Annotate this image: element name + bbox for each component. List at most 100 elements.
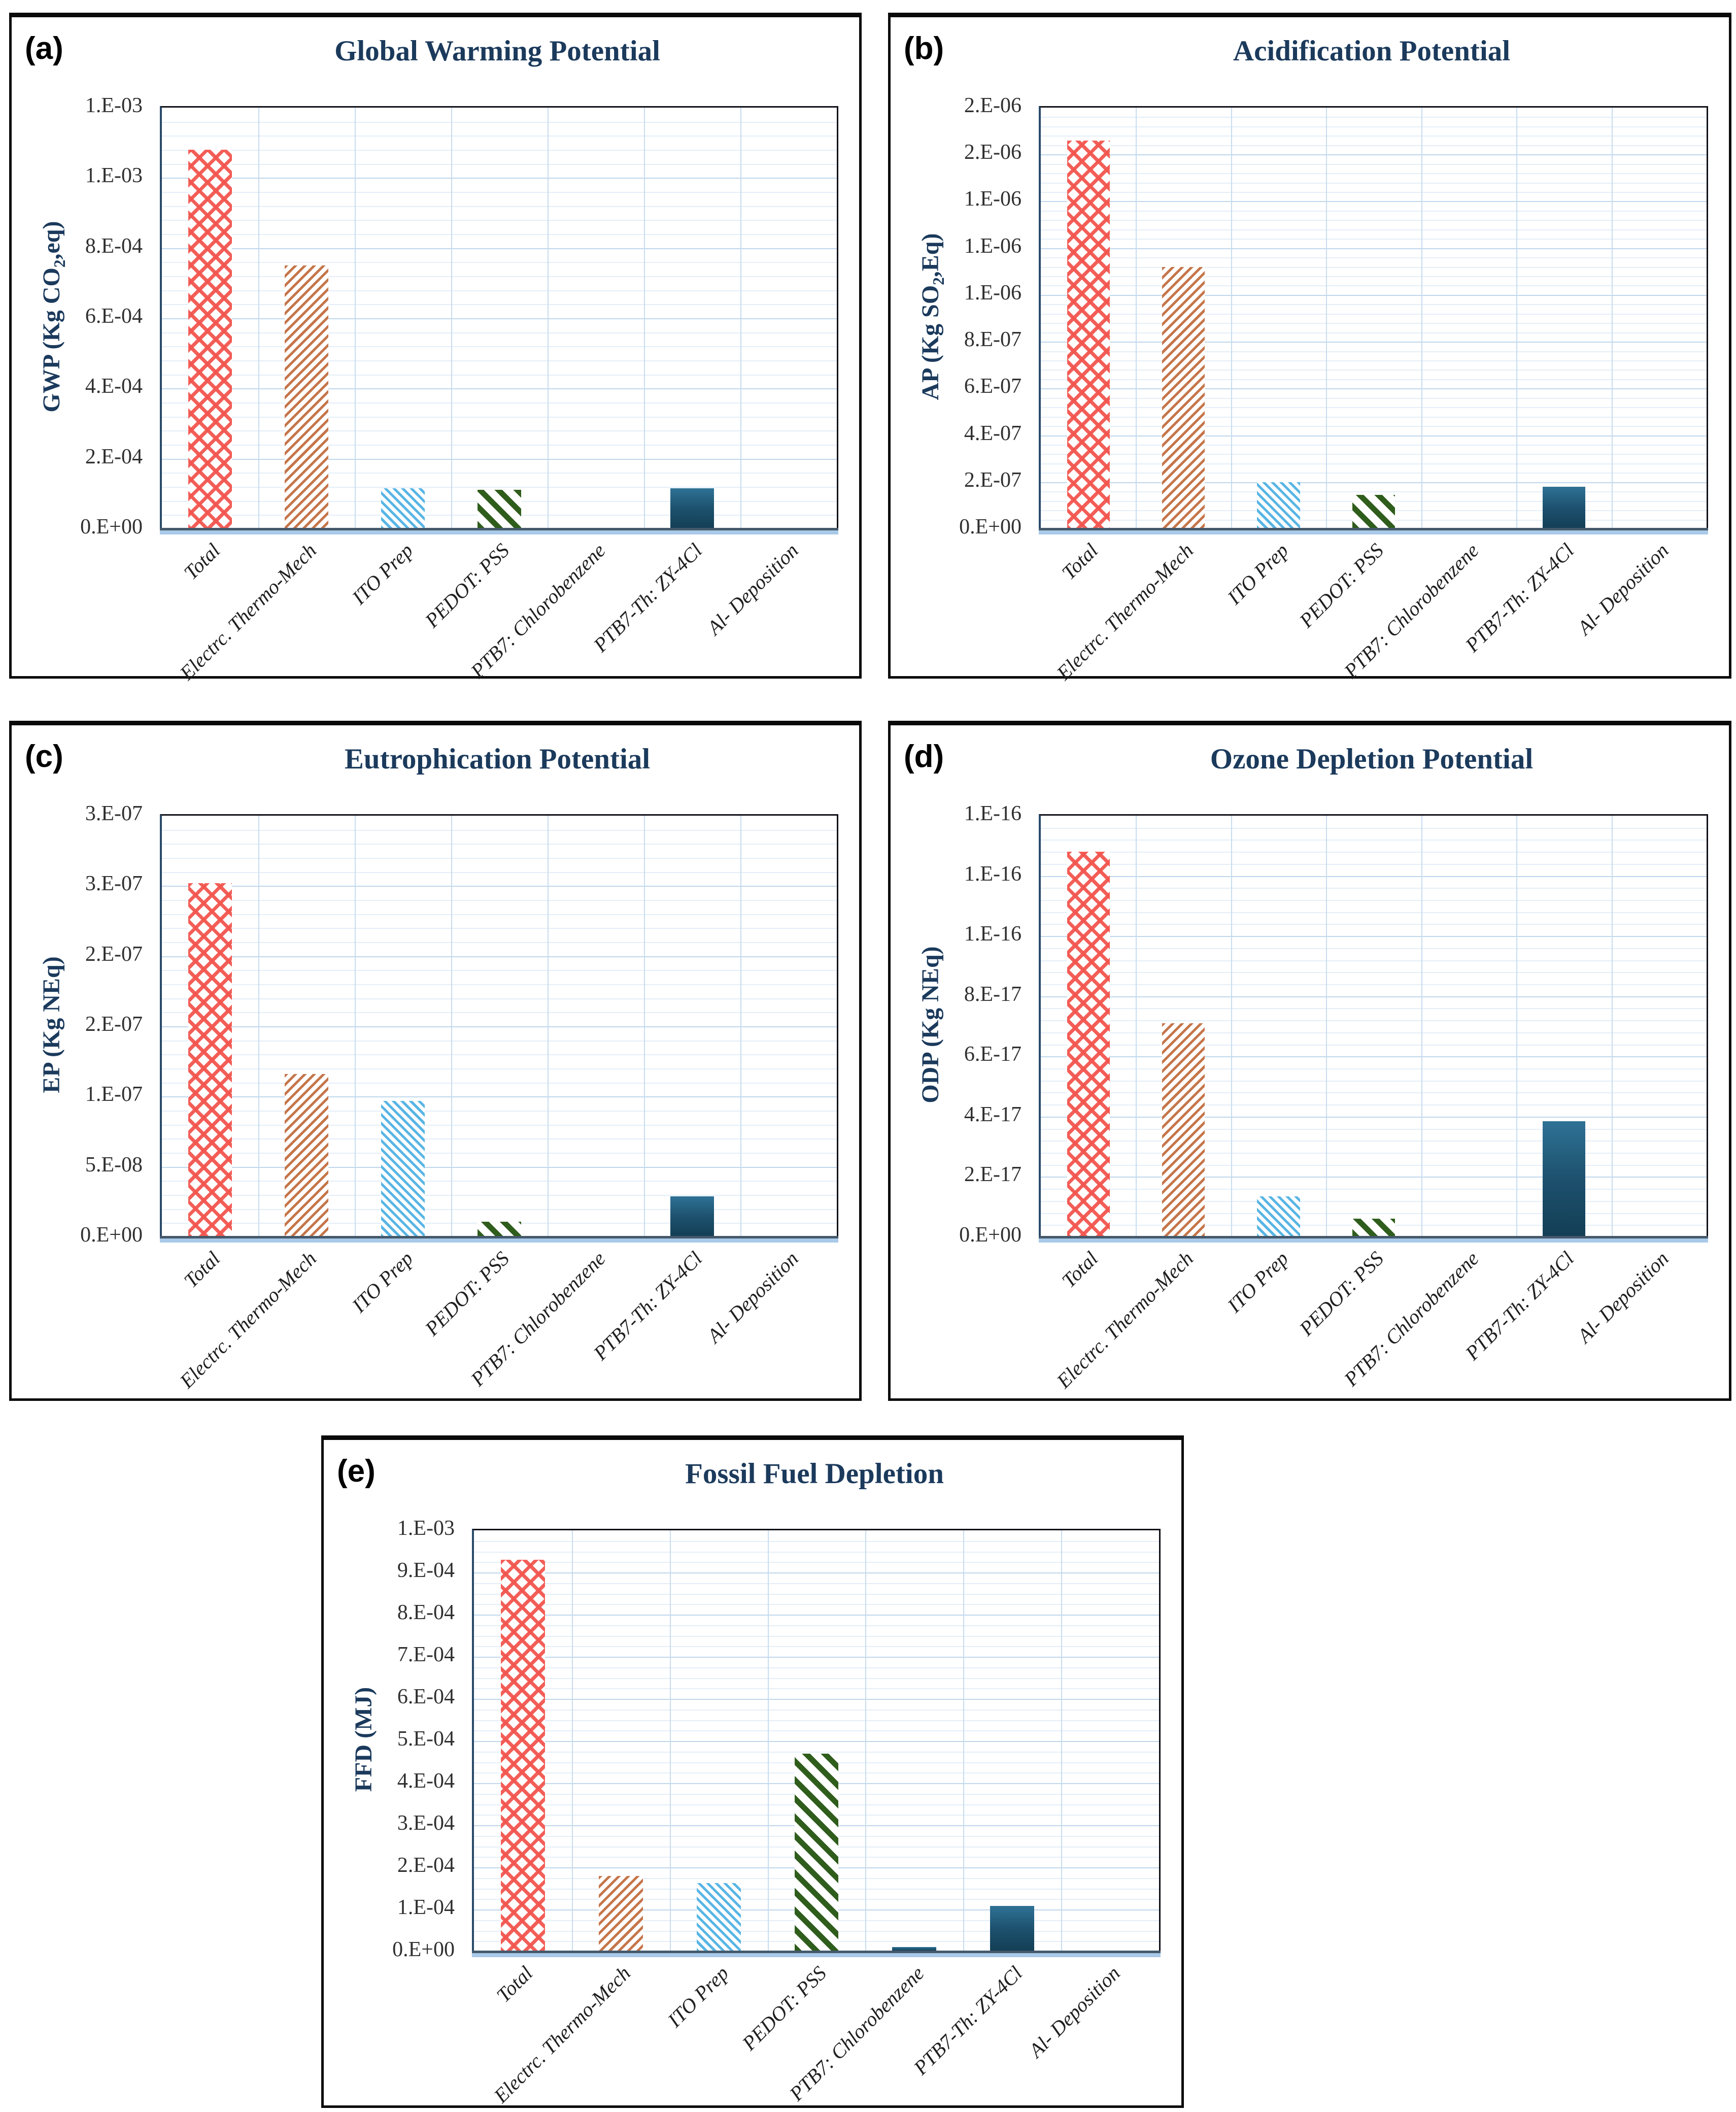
x-category-label: ITO Prep: [1222, 1247, 1293, 1317]
y-tick-label: 8.E-04: [85, 234, 143, 258]
x-category-label: ITO Prep: [663, 1961, 733, 2032]
y-axis-title-ap: AP (Kg SO2,Eq): [916, 233, 948, 400]
x-category-label: Al- Deposition: [1024, 1961, 1125, 2062]
x-axis-line: [1039, 528, 1708, 530]
vertical-gridline: [767, 1530, 769, 1952]
bar-electrc-thermo-mech: [285, 1074, 328, 1237]
vertical-gridline: [258, 108, 259, 529]
x-axis-band: [160, 1238, 838, 1243]
x-axis-band: [472, 1953, 1161, 1957]
x-category-label: Total: [1057, 1247, 1103, 1292]
y-tick-label: 1.E-06: [964, 281, 1022, 305]
vertical-gridline: [1231, 108, 1232, 529]
y-axis-title-subscript: 2: [50, 259, 69, 268]
y-tick-label: 1.E-03: [85, 94, 143, 117]
minor-gridline: [1041, 313, 1707, 315]
bar-pedot-pss: [478, 1221, 521, 1237]
y-axis-title-subscript: 2: [929, 277, 947, 285]
minor-gridline: [1041, 984, 1707, 985]
major-gridline: [162, 1166, 837, 1168]
major-gridline: [1041, 876, 1707, 877]
minor-gridline: [1041, 1141, 1707, 1142]
bar-ito-prep: [381, 1100, 425, 1237]
minor-gridline: [162, 984, 837, 985]
minor-gridline: [162, 121, 837, 123]
minor-gridline: [1041, 173, 1707, 175]
y-axis-title-odp: ODP (Kg NEq): [916, 946, 948, 1103]
chart-title-ap: Acidification Potential: [1233, 35, 1511, 67]
vertical-gridline: [963, 1530, 965, 1952]
x-axis-band: [160, 530, 838, 534]
panel-fossil-fuel-depletion: (e) Fossil Fuel Depletion FFD (MJ) 0.E+0…: [321, 1435, 1184, 2108]
y-tick-label: 4.E-17: [964, 1102, 1022, 1126]
minor-gridline: [1041, 323, 1707, 324]
minor-gridline: [1041, 397, 1707, 399]
minor-gridline: [1041, 407, 1707, 409]
minor-gridline: [162, 416, 837, 418]
x-category-label: ITO Prep: [347, 539, 418, 609]
y-axis-title-text: GWP (Kg CO: [38, 267, 65, 413]
minor-gridline: [162, 163, 837, 165]
minor-gridline: [1041, 379, 1707, 380]
bar-pedot-pss: [1352, 495, 1395, 529]
minor-gridline: [474, 1720, 1159, 1721]
minor-gridline: [1041, 888, 1707, 889]
minor-gridline: [162, 206, 837, 207]
minor-gridline: [162, 290, 837, 291]
panel-letter-d: (d): [904, 739, 944, 774]
minor-gridline: [162, 1054, 837, 1056]
minor-gridline: [1041, 827, 1707, 829]
major-gridline: [1041, 1056, 1707, 1058]
x-category-label: Total: [179, 1247, 225, 1292]
y-tick-label: 6.E-07: [964, 375, 1022, 398]
minor-gridline: [1041, 1200, 1707, 1202]
x-category-label: PEDOT: PSS: [420, 539, 514, 632]
y-tick-label: 0.E+00: [959, 515, 1022, 539]
minor-gridline: [1041, 210, 1707, 212]
major-gridline: [162, 248, 837, 249]
y-tick-label: 1.E-03: [397, 1517, 455, 1540]
minor-gridline: [474, 1688, 1159, 1690]
x-category-label: PEDOT: PSS: [1295, 539, 1388, 632]
y-tick-label: 2.E-17: [964, 1163, 1022, 1187]
vertical-gridline: [451, 108, 452, 529]
minor-gridline: [1041, 1092, 1707, 1094]
minor-gridline: [1041, 220, 1707, 221]
major-gridline: [162, 318, 837, 319]
y-tick-label: 1.E-06: [964, 234, 1022, 258]
major-gridline: [474, 1699, 1159, 1700]
minor-gridline: [474, 1730, 1159, 1732]
major-gridline: [474, 1615, 1159, 1616]
bar-pedot-pss: [478, 489, 521, 529]
major-gridline: [1041, 1177, 1707, 1178]
y-tick-label: 1.E-16: [964, 802, 1022, 825]
bar-ptb7-th-zy-4cl: [670, 488, 714, 529]
plot-area-ffd: [472, 1529, 1161, 1957]
minor-gridline: [1041, 454, 1707, 455]
bar-total: [188, 883, 232, 1237]
major-gridline: [1041, 294, 1707, 296]
minor-gridline: [1041, 1068, 1707, 1069]
minor-gridline: [1041, 445, 1707, 446]
minor-gridline: [162, 445, 837, 446]
minor-gridline: [1041, 136, 1707, 137]
minor-gridline: [1041, 852, 1707, 853]
y-tick-label: 0.E+00: [80, 1223, 143, 1247]
minor-gridline: [1041, 463, 1707, 464]
minor-gridline: [1041, 332, 1707, 333]
x-category-label: PEDOT: PSS: [737, 1961, 831, 2055]
y-axis-title-gwp: GWP (Kg CO2,eq): [38, 221, 69, 413]
bar-total: [501, 1560, 545, 1952]
major-gridline: [474, 1657, 1159, 1658]
vertical-gridline: [451, 816, 452, 1237]
x-axis-line: [1039, 1236, 1708, 1238]
minor-gridline: [474, 1667, 1159, 1668]
vertical-gridline: [1136, 816, 1137, 1237]
major-gridline: [1041, 482, 1707, 483]
minor-gridline: [1041, 1164, 1707, 1166]
minor-gridline: [474, 1583, 1159, 1584]
minor-gridline: [1041, 473, 1707, 474]
y-tick-label: 8.E-17: [964, 982, 1022, 1006]
minor-gridline: [162, 276, 837, 277]
minor-gridline: [1041, 948, 1707, 949]
